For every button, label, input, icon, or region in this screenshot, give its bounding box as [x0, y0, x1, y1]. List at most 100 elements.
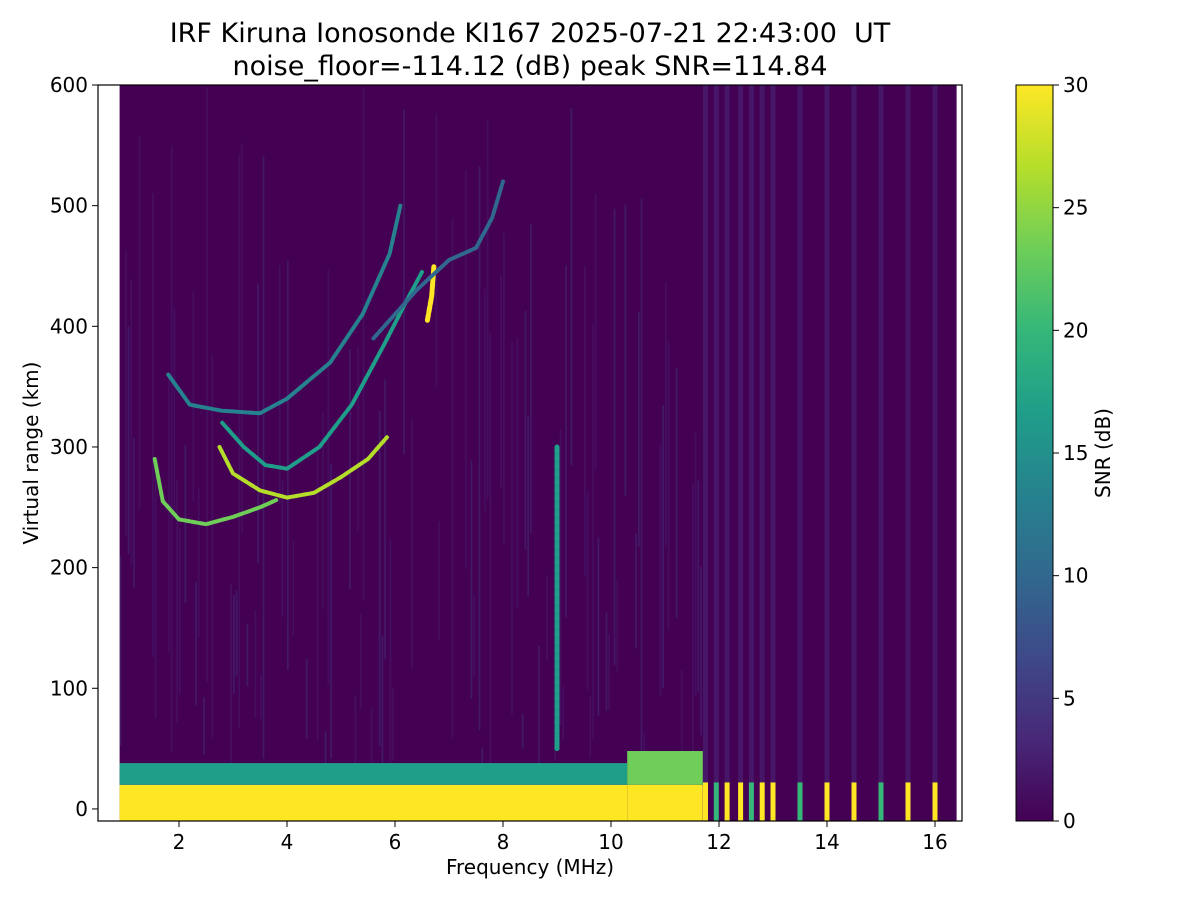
channel-bar	[824, 782, 830, 821]
noise-column	[233, 595, 235, 694]
channel-bar	[878, 782, 884, 821]
channel-bar	[770, 782, 776, 821]
x-tick-label: 14	[814, 830, 839, 854]
y-tick-label: 600	[50, 73, 88, 97]
colorbar-tick-label: 0	[1063, 809, 1076, 833]
x-axis-label: Frequency (MHz)	[446, 855, 614, 879]
noise-column	[173, 307, 176, 515]
noise-column	[694, 432, 697, 697]
channel-column	[878, 85, 884, 783]
noise-column	[478, 166, 481, 731]
noise-column	[138, 135, 141, 510]
colorbar-axis: 0 5 10 15 20 25 30	[1053, 73, 1088, 833]
noise-column	[640, 198, 643, 759]
noise-column	[127, 326, 130, 555]
noise-column	[643, 733, 646, 760]
noise-column	[133, 438, 135, 588]
noise-column	[305, 658, 308, 739]
noise-column	[203, 697, 205, 755]
colorbar-tick-label: 15	[1063, 441, 1088, 465]
channel-column	[703, 85, 708, 783]
plot-frame	[97, 84, 963, 822]
noise-column	[262, 155, 265, 760]
noise-column	[616, 580, 619, 672]
noise-column	[638, 311, 640, 547]
noise-column	[370, 708, 373, 764]
colorbar-tick-label: 5	[1063, 686, 1076, 710]
noise-column	[327, 268, 330, 685]
noise-column	[211, 355, 214, 739]
noise-column	[392, 687, 394, 761]
noise-column	[362, 89, 365, 600]
noise-column	[570, 108, 573, 466]
noise-column	[489, 332, 492, 769]
noise-column	[241, 142, 243, 532]
x-tick-label: 2	[173, 830, 186, 854]
channel-column	[905, 85, 911, 783]
channel-bar	[703, 782, 708, 821]
channel-column	[759, 85, 765, 783]
channel-bar	[851, 782, 857, 821]
echo-trace	[220, 270, 424, 471]
noise-column	[692, 484, 694, 752]
noise-column	[316, 452, 319, 741]
noise-column	[154, 464, 157, 719]
noise-column	[516, 337, 519, 609]
noise-column	[119, 556, 122, 746]
channel-bar	[724, 782, 730, 821]
x-tick-label: 10	[598, 830, 623, 854]
noise-column	[451, 218, 454, 739]
noise-column	[192, 291, 195, 502]
noise-column	[435, 113, 438, 387]
channel-bar	[797, 782, 803, 821]
noise-column	[287, 260, 289, 670]
noise-column	[384, 379, 386, 660]
noise-column	[235, 590, 238, 677]
noise-column	[197, 488, 200, 638]
y-tick-label: 400	[50, 314, 88, 338]
noise-column	[438, 521, 440, 640]
noise-column	[484, 288, 486, 513]
colorbar	[1015, 84, 1054, 822]
noise-column	[700, 566, 702, 736]
y-tick-label: 200	[50, 556, 88, 580]
noise-column	[527, 416, 529, 597]
noise-column	[357, 347, 359, 532]
channel-column	[748, 85, 754, 783]
noise-column	[206, 87, 208, 683]
noise-column	[176, 479, 178, 723]
noise-column	[635, 533, 637, 649]
noise-column	[681, 670, 683, 753]
y-axis-label: Virtual range (km)	[19, 362, 43, 545]
noise-column	[195, 581, 197, 706]
noise-column	[170, 145, 173, 753]
y-axis: 0 100 200 300 400 500 600	[50, 73, 98, 821]
noise-column	[473, 595, 475, 677]
noise-column	[675, 367, 678, 619]
noise-column	[179, 527, 181, 695]
noise-column	[324, 731, 327, 766]
noise-column	[697, 480, 700, 693]
channel-column	[797, 85, 803, 783]
noise-column	[511, 341, 513, 715]
noise-column	[667, 341, 670, 630]
noise-column	[521, 713, 524, 749]
noise-column	[257, 283, 259, 564]
noise-column	[378, 411, 381, 747]
noise-column	[559, 429, 562, 727]
channel-column	[770, 85, 776, 783]
ground-clutter-block	[627, 784, 703, 821]
noise-column	[613, 208, 616, 666]
noise-column	[254, 609, 257, 718]
y-tick-label: 0	[75, 797, 88, 821]
noise-column	[546, 574, 548, 661]
noise-column	[465, 169, 467, 569]
channel-bar	[905, 782, 911, 821]
noise-column	[152, 193, 154, 658]
channel-column	[851, 85, 857, 783]
ground-clutter-block	[119, 784, 628, 821]
noise-column	[586, 491, 589, 690]
noise-column	[594, 193, 597, 471]
colorbar-tick-label: 25	[1063, 196, 1088, 220]
noise-column	[184, 444, 187, 603]
